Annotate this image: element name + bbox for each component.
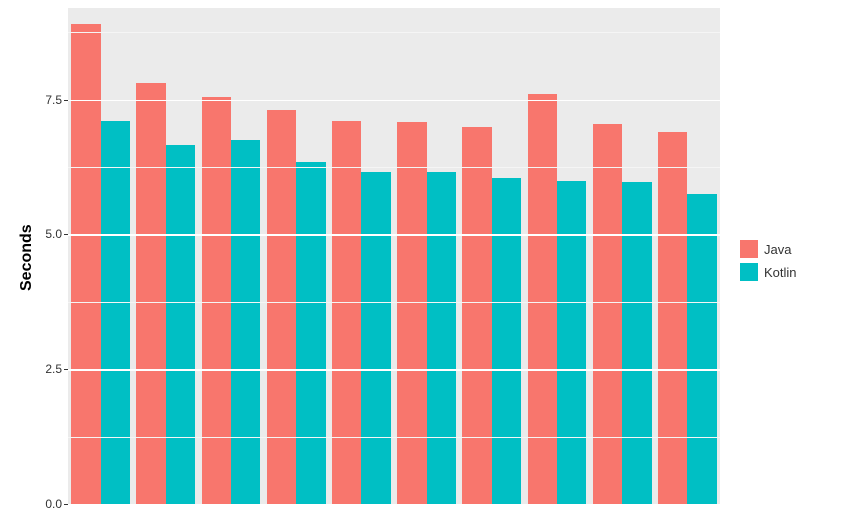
y-tick-label: 7.5	[45, 93, 68, 107]
legend-item-java: Java	[740, 239, 797, 259]
bar-kotlin	[687, 194, 716, 504]
bar-java	[593, 124, 622, 504]
grid-minor	[68, 167, 720, 168]
grid-major	[68, 234, 720, 236]
grid-major	[68, 369, 720, 371]
grid-minor	[68, 437, 720, 438]
bar-java	[397, 122, 426, 504]
legend-label: Java	[764, 242, 791, 257]
bar-kotlin	[231, 140, 260, 504]
bar-java	[462, 127, 491, 504]
grid-minor	[68, 32, 720, 33]
bar-kotlin	[101, 121, 130, 504]
chart-figure: 0.02.55.07.5 Seconds JavaKotlin	[0, 0, 843, 519]
legend: Java Kotlin	[740, 236, 797, 285]
bar-kotlin	[492, 178, 521, 504]
bar-kotlin	[622, 182, 651, 504]
y-tick-label: 0.0	[45, 497, 68, 511]
bar-kotlin	[557, 181, 586, 504]
bar-java	[71, 24, 100, 504]
y-tick-label: 2.5	[45, 362, 68, 376]
bar-java	[267, 110, 296, 504]
bar-java	[202, 97, 231, 504]
legend-swatch	[740, 263, 758, 281]
grid-major	[68, 504, 720, 506]
y-axis-label: Seconds	[18, 224, 36, 291]
y-tick-label: 5.0	[45, 227, 68, 241]
bars-layer	[68, 8, 720, 504]
bar-java	[136, 83, 165, 504]
plot-panel: 0.02.55.07.5	[68, 8, 720, 504]
grid-major	[68, 100, 720, 102]
bar-kotlin	[166, 145, 195, 504]
legend-swatch	[740, 240, 758, 258]
bar-java	[658, 132, 687, 504]
grid-minor	[68, 302, 720, 303]
bar-kotlin	[427, 172, 456, 504]
bar-java	[528, 94, 557, 504]
legend-item-kotlin: Kotlin	[740, 262, 797, 282]
bar-kotlin	[361, 172, 390, 504]
bar-java	[332, 121, 361, 504]
legend-label: Kotlin	[764, 265, 797, 280]
bar-kotlin	[296, 162, 325, 504]
